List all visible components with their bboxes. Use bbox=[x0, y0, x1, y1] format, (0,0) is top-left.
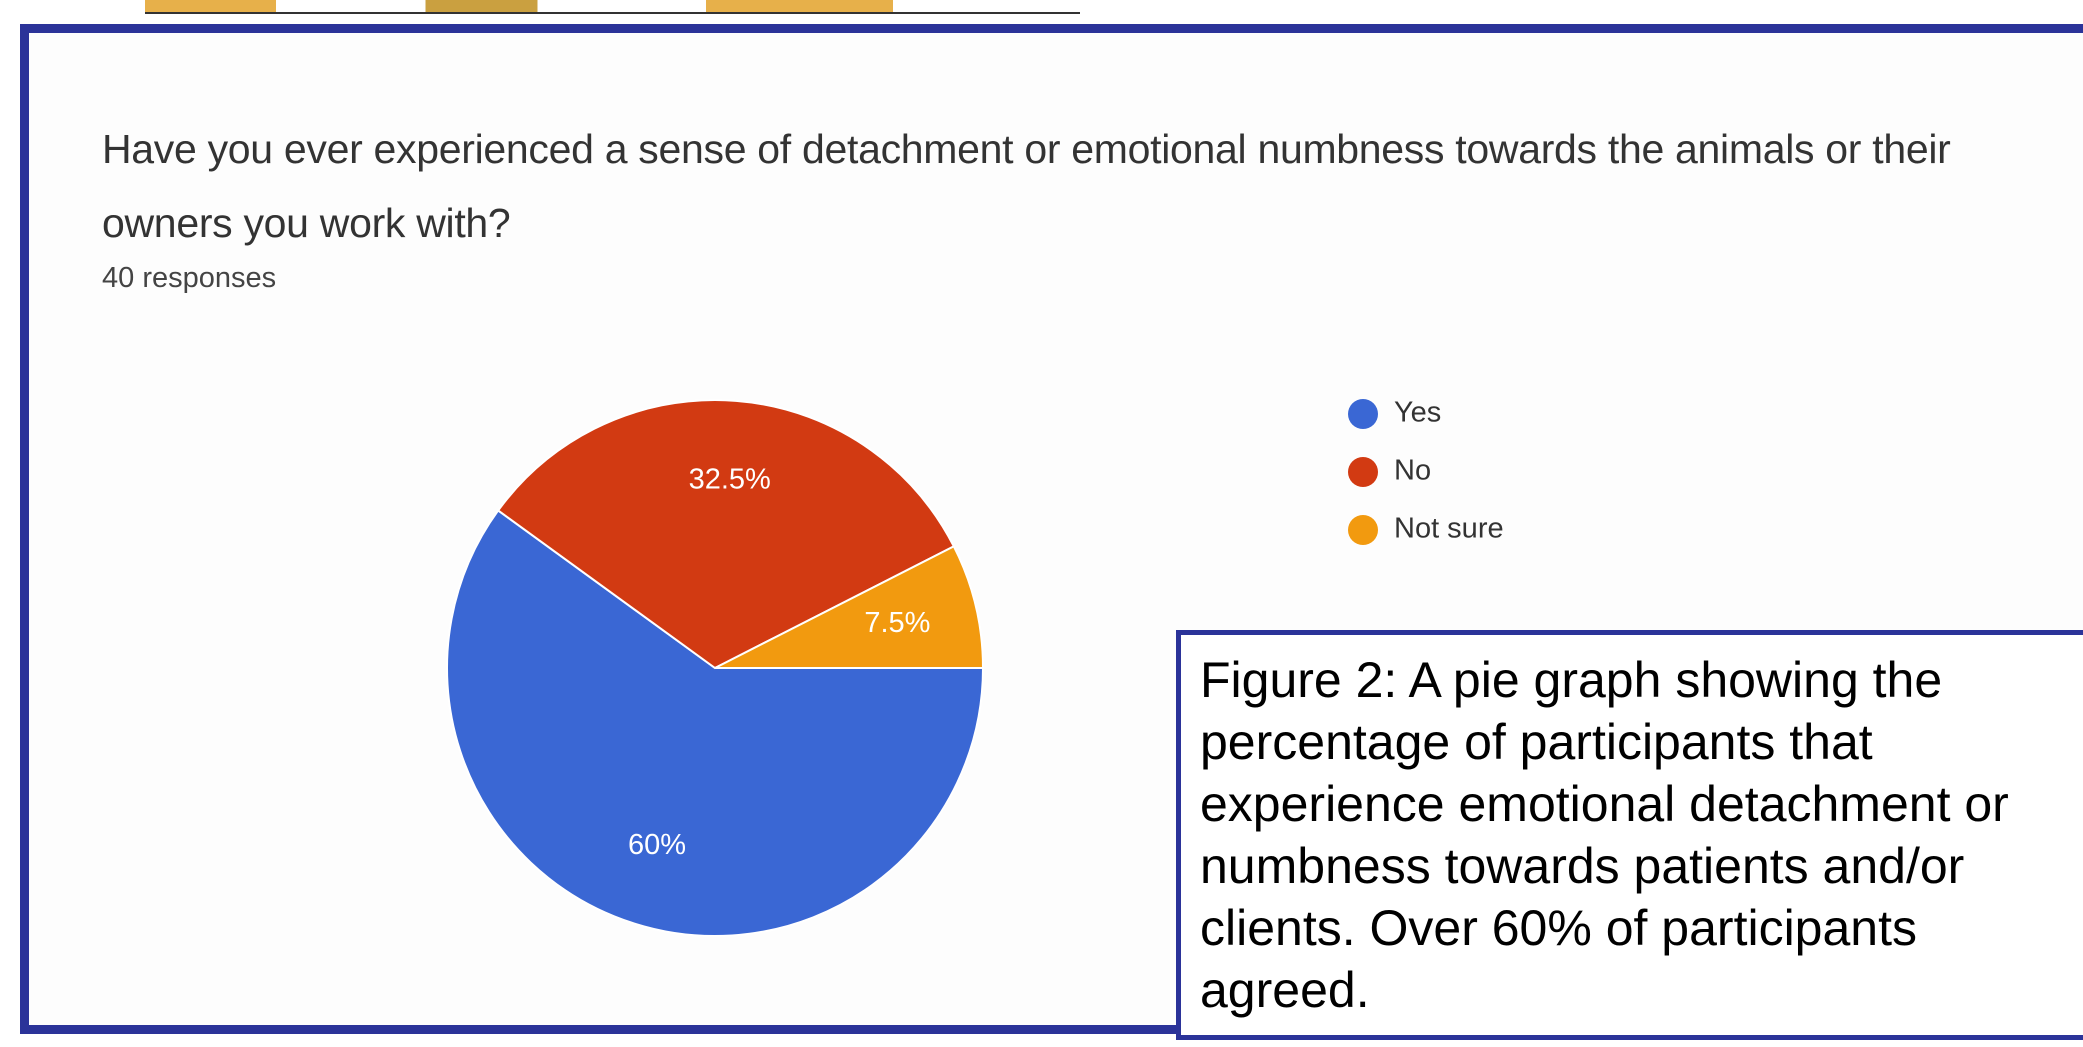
data-label: 7.5% bbox=[864, 607, 930, 639]
caption-line: Figure 2: A pie graph showing the bbox=[1200, 652, 1943, 708]
legend-label: Yes bbox=[1394, 397, 1441, 429]
caption-line: numbness towards patients and/or bbox=[1200, 838, 1965, 894]
caption-line: experience emotional detachment or bbox=[1200, 776, 2009, 832]
caption-line: percentage of participants that bbox=[1200, 714, 1873, 770]
caption-box: Figure 2: A pie graph showing the percent… bbox=[1176, 630, 2083, 1040]
legend-marker bbox=[1348, 457, 1378, 487]
pie-slice bbox=[714, 544, 985, 669]
data-label: 32.5% bbox=[689, 464, 771, 496]
pie-slice bbox=[496, 399, 956, 670]
chart-title: Have you ever experienced a sense of det… bbox=[102, 126, 1951, 246]
legend-label: Not sure bbox=[1394, 513, 1504, 545]
pie-slice bbox=[446, 509, 985, 937]
decorative-art bbox=[145, 0, 1080, 14]
caption-line: agreed. bbox=[1200, 962, 1370, 1018]
legend-marker bbox=[1348, 515, 1378, 545]
caption-line: clients. Over 60% of participants bbox=[1200, 900, 1917, 956]
legend-label: No bbox=[1394, 455, 1431, 487]
data-label: 60% bbox=[628, 829, 686, 861]
chart-subtitle: 40 responses bbox=[102, 262, 277, 294]
legend-marker bbox=[1348, 399, 1378, 429]
